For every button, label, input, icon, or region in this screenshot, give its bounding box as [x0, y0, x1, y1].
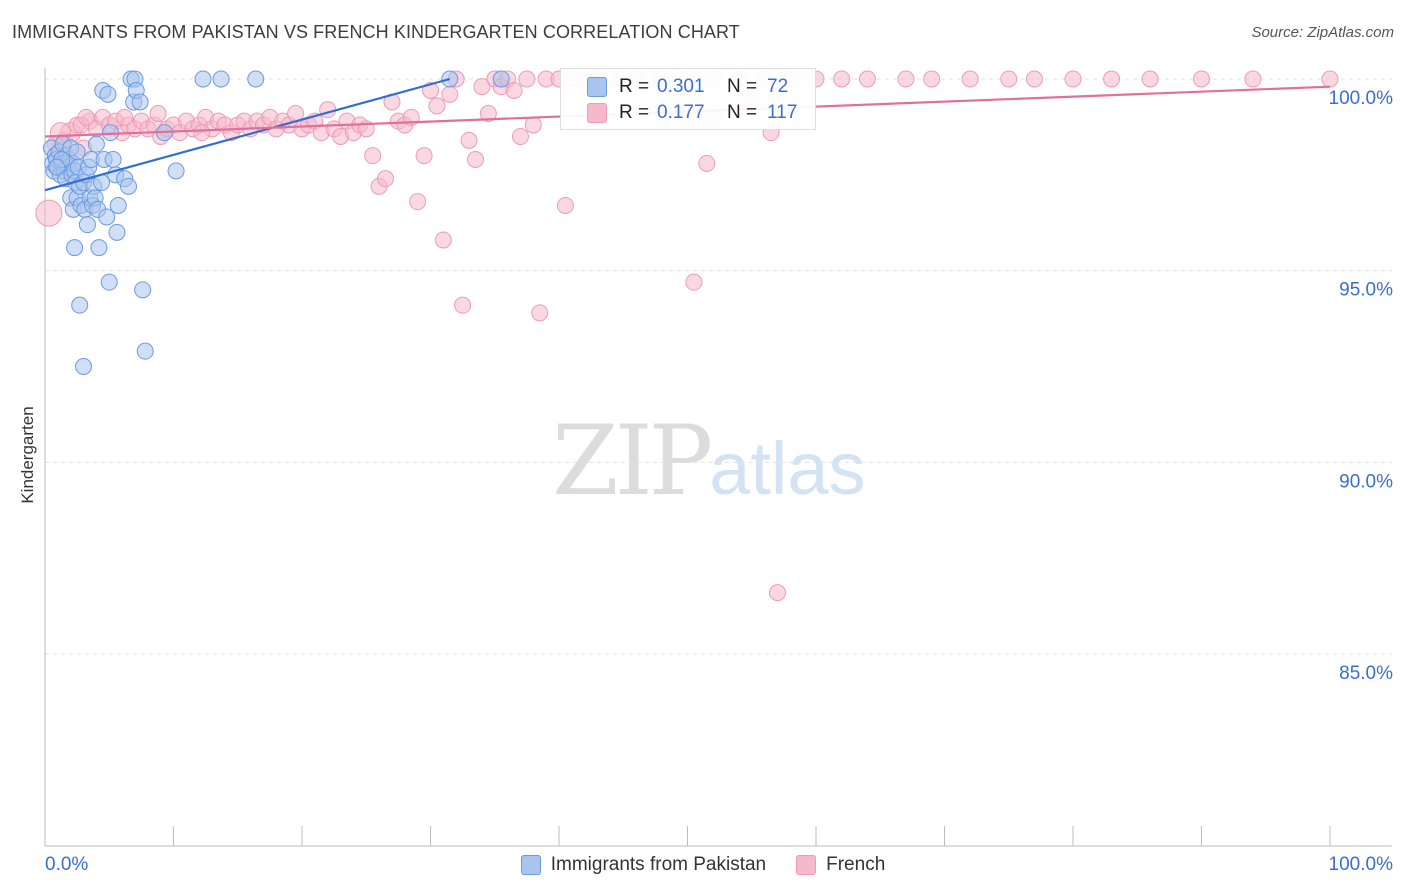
trend-line-pakistan [44, 77, 451, 192]
point-french [377, 170, 395, 188]
stats-swatch-pakistan [587, 77, 607, 97]
point-pakistan [492, 70, 510, 88]
y-tick-label: 90.0% [1339, 471, 1393, 492]
point-french [466, 151, 484, 168]
point-french [961, 70, 979, 88]
stats-n-value-pakistan: 72 [767, 76, 789, 97]
point-french [1025, 70, 1043, 88]
legend-swatch-french [796, 855, 817, 875]
point-french [698, 154, 716, 172]
source-credit: Source: ZipAtlas.com [1251, 24, 1394, 41]
point-french [319, 101, 337, 119]
point-french [35, 199, 63, 227]
point-pakistan [68, 143, 86, 161]
stats-r-label: R = [619, 76, 650, 97]
point-pakistan [167, 162, 185, 180]
point-french [479, 105, 497, 122]
point-french [428, 97, 446, 115]
stats-r-value-french: 0.177 [657, 102, 705, 123]
point-french [1000, 70, 1018, 88]
point-french [505, 82, 523, 99]
point-pakistan [109, 197, 127, 214]
point-pakistan [99, 85, 117, 103]
point-pakistan [100, 273, 118, 291]
point-french [524, 116, 542, 134]
y-axis-label: Kindergarten [18, 406, 37, 504]
point-french [460, 131, 478, 149]
legend-item-pakistan[interactable]: Immigrants from Pakistan [520, 854, 767, 876]
point-pakistan [48, 158, 66, 176]
point-french [1321, 70, 1339, 88]
point-french [473, 78, 491, 96]
point-pakistan [90, 239, 108, 257]
point-french [77, 108, 95, 126]
x-tick-label-max: 100.0% [1329, 854, 1394, 875]
point-french [434, 231, 452, 249]
stats-n-value-french: 117 [767, 102, 798, 123]
legend-swatch-pakistan [520, 855, 541, 875]
point-french [685, 273, 703, 291]
point-pakistan [87, 135, 105, 153]
legend: Immigrants from Pakistan French [0, 852, 1406, 878]
point-french [518, 70, 536, 88]
point-french [1064, 70, 1082, 88]
point-french [415, 147, 433, 165]
point-pakistan [98, 208, 116, 226]
point-french [364, 147, 382, 165]
stats-r-value-pakistan: 0.301 [657, 76, 705, 97]
stats-n-label: N = [727, 102, 758, 123]
point-pakistan [212, 70, 230, 88]
y-tick-label: 100.0% [1329, 88, 1394, 109]
point-french [1141, 70, 1159, 88]
point-french [454, 296, 472, 314]
point-pakistan [75, 358, 93, 375]
stats-swatch-french [587, 103, 607, 123]
legend-label-pakistan: Immigrants from Pakistan [550, 854, 767, 875]
point-pakistan [134, 281, 152, 299]
point-french [1103, 70, 1121, 88]
point-french [116, 108, 134, 126]
y-tick-label: 85.0% [1339, 663, 1393, 684]
point-pakistan [247, 70, 265, 88]
point-french [409, 193, 427, 211]
point-french [441, 85, 459, 103]
point-french [1193, 70, 1210, 88]
point-french [149, 105, 167, 122]
point-pakistan [71, 296, 89, 314]
stats-r-label: R = [619, 102, 650, 123]
x-tick-label-min: 0.0% [45, 854, 88, 875]
point-french [923, 70, 941, 88]
point-pakistan [136, 342, 154, 360]
point-french [193, 124, 211, 142]
point-pakistan [104, 151, 122, 168]
point-pakistan [66, 239, 84, 257]
point-french [511, 128, 529, 145]
y-tick-label: 95.0% [1339, 280, 1393, 301]
point-french [556, 197, 574, 214]
point-pakistan [120, 177, 138, 195]
legend-item-french[interactable]: French [796, 854, 885, 876]
point-french [833, 70, 851, 88]
point-french [768, 584, 786, 602]
point-french [1244, 70, 1262, 88]
legend-label-french: French [826, 854, 886, 875]
stats-box: R = 0.301 N = 72 R = 0.177 N = 117 [560, 68, 816, 130]
point-pakistan [131, 93, 149, 111]
chart-title: IMMIGRANTS FROM PAKISTAN VS FRENCH KINDE… [12, 22, 740, 42]
point-french [858, 70, 876, 88]
point-pakistan [78, 216, 96, 234]
point-pakistan [194, 70, 212, 88]
point-pakistan [108, 223, 126, 241]
point-french [897, 70, 915, 88]
point-french [531, 304, 549, 322]
stats-n-label: N = [727, 76, 758, 97]
